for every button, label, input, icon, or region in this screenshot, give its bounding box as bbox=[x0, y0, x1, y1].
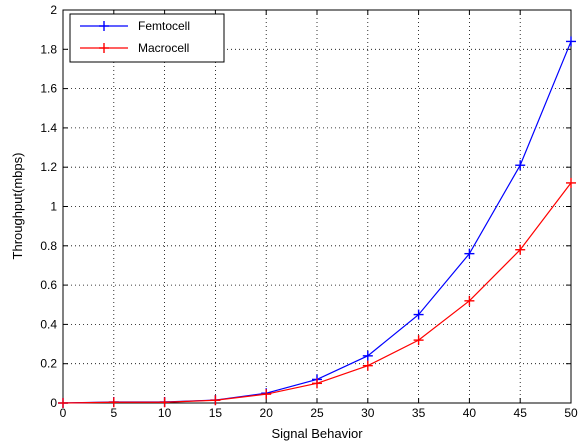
x-tick-label: 45 bbox=[514, 406, 528, 420]
y-tick-label: 0.4 bbox=[40, 317, 57, 331]
x-tick-label: 20 bbox=[260, 406, 274, 420]
x-tick-label: 0 bbox=[60, 406, 67, 420]
x-tick-label: 30 bbox=[361, 406, 375, 420]
macrocell-data-point bbox=[464, 295, 475, 306]
macrocell-data-point bbox=[515, 244, 526, 255]
series-group bbox=[58, 36, 576, 408]
tick-labels: 0 5 10 15 20 25 30 35 40 45 50 0 0.2 0.4 0.6 0.8 1 1.2 1.4… bbox=[40, 3, 578, 420]
y-tick-label: 0.8 bbox=[40, 239, 57, 253]
x-tick-label: 10 bbox=[158, 406, 172, 420]
femtocell-data-point bbox=[362, 350, 373, 361]
macrocell-data-point bbox=[108, 397, 119, 408]
femtocell-data-point bbox=[566, 36, 576, 47]
y-tick-label: 1.2 bbox=[40, 160, 57, 174]
legend-box bbox=[69, 13, 225, 63]
macrocell-data-point bbox=[362, 360, 373, 371]
y-tick-label: 1.4 bbox=[40, 121, 57, 135]
femtocell-legend-label: Femtocell bbox=[138, 19, 190, 33]
y-tick-label: 1.8 bbox=[40, 42, 57, 56]
macrocell-legend-label: Macrocell bbox=[138, 41, 189, 55]
x-tick-label: 5 bbox=[110, 406, 117, 420]
femtocell-data-point bbox=[413, 309, 424, 320]
femtocell-data-point bbox=[464, 248, 475, 259]
y-tick-label: 0.2 bbox=[40, 357, 57, 371]
x-axis-label: Signal Behavior bbox=[271, 426, 363, 441]
macrocell-legend-marker bbox=[99, 43, 109, 53]
x-tick-label: 50 bbox=[564, 406, 578, 420]
macrocell-data-point bbox=[261, 389, 272, 400]
y-tick-label: 1 bbox=[50, 200, 57, 214]
macrocell-data-point bbox=[159, 397, 170, 408]
x-tick-label: 25 bbox=[310, 406, 324, 420]
axes-box bbox=[62, 9, 572, 404]
macrocell-data-point bbox=[312, 378, 322, 389]
y-tick-label: 0.6 bbox=[40, 278, 57, 292]
x-tick-label: 40 bbox=[463, 406, 477, 420]
y-axis-label: Throughput(mbps) bbox=[10, 153, 25, 260]
x-tick-label: 35 bbox=[412, 406, 426, 420]
legend: Femtocell Macrocell bbox=[69, 13, 225, 63]
macrocell-data-point bbox=[58, 398, 68, 408]
y-tick-label: 2 bbox=[50, 3, 57, 17]
y-tick-label: 0 bbox=[50, 396, 57, 410]
femtocell-legend-marker bbox=[99, 21, 109, 31]
macrocell-data-point bbox=[413, 335, 424, 346]
femtocell-data-point bbox=[515, 160, 526, 171]
macrocell-data-point bbox=[210, 395, 221, 406]
macrocell-data-point bbox=[566, 177, 576, 188]
y-tick-label: 1.6 bbox=[40, 82, 57, 96]
x-tick-label: 15 bbox=[209, 406, 223, 420]
